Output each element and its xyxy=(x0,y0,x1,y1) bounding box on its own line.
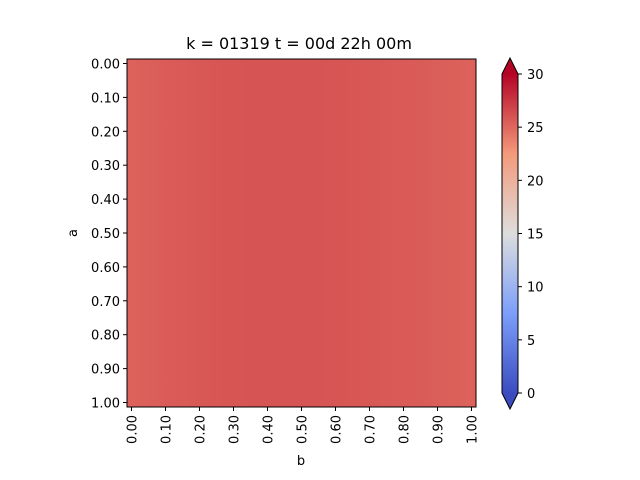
colorbar-ticks: 0 5 10 15 20 25 30 xyxy=(518,68,544,402)
x-tick-label: 0.20 xyxy=(194,415,209,444)
x-tick-label: 0.00 xyxy=(126,415,141,444)
x-tick-label: 0.10 xyxy=(160,415,175,444)
y-tick-label: 0.70 xyxy=(91,295,120,310)
x-tick-label: 0.50 xyxy=(296,415,311,444)
y-tick-label: 0.30 xyxy=(91,159,120,174)
plot-area xyxy=(126,58,477,408)
colorbar-tick-label: 0 xyxy=(527,387,535,402)
y-tick-label: 0.40 xyxy=(91,193,120,208)
y-tick-label: 0.60 xyxy=(91,261,120,276)
x-tick-label: 0.70 xyxy=(364,415,379,444)
colorbar-tick-label: 20 xyxy=(527,174,544,189)
colorbar-tick-label: 25 xyxy=(527,121,544,136)
y-axis: 0.00 0.10 0.20 0.30 0.40 0.50 0.60 0.70 0.80 0.90… xyxy=(91,58,127,412)
y-tick-label: 1.00 xyxy=(91,397,120,412)
colorbar-body xyxy=(502,74,518,393)
x-tick-label: 1.00 xyxy=(466,415,481,444)
x-axis: 0.00 0.10 0.20 0.30 0.40 0.50 0.60 0.70 0.80 0.90… xyxy=(126,407,481,444)
y-axis-label: a xyxy=(66,229,81,237)
colorbar-tick-label: 5 xyxy=(527,334,535,349)
y-tick-label: 0.00 xyxy=(91,58,120,73)
y-tick-label: 0.10 xyxy=(91,91,120,106)
colorbar: 0 5 10 15 20 25 30 xyxy=(501,56,544,411)
y-tick-label: 0.20 xyxy=(91,125,120,140)
x-tick-label: 0.90 xyxy=(432,415,447,444)
colorbar-tick-label: 30 xyxy=(527,68,544,83)
x-tick-label: 0.80 xyxy=(398,415,413,444)
x-tick-label: 0.60 xyxy=(330,415,345,444)
colorbar-tick-label: 10 xyxy=(527,281,544,296)
x-tick-label: 0.40 xyxy=(262,415,277,444)
colorbar-tick-label: 15 xyxy=(527,228,544,243)
heatmap-field xyxy=(127,59,476,407)
chart-title: k = 01319 t = 00d 22h 00m xyxy=(186,34,412,53)
x-tick-label: 0.30 xyxy=(228,415,243,444)
y-tick-label: 0.90 xyxy=(91,363,120,378)
x-axis-label: b xyxy=(297,454,305,469)
y-tick-label: 0.50 xyxy=(91,227,120,242)
colorbar-extend-min xyxy=(502,393,518,409)
y-tick-label: 0.80 xyxy=(91,329,120,344)
colorbar-extend-max xyxy=(502,58,518,74)
